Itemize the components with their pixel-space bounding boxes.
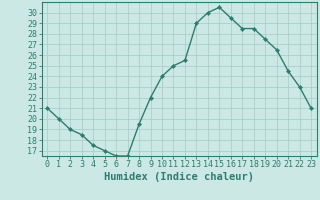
X-axis label: Humidex (Indice chaleur): Humidex (Indice chaleur) — [104, 172, 254, 182]
